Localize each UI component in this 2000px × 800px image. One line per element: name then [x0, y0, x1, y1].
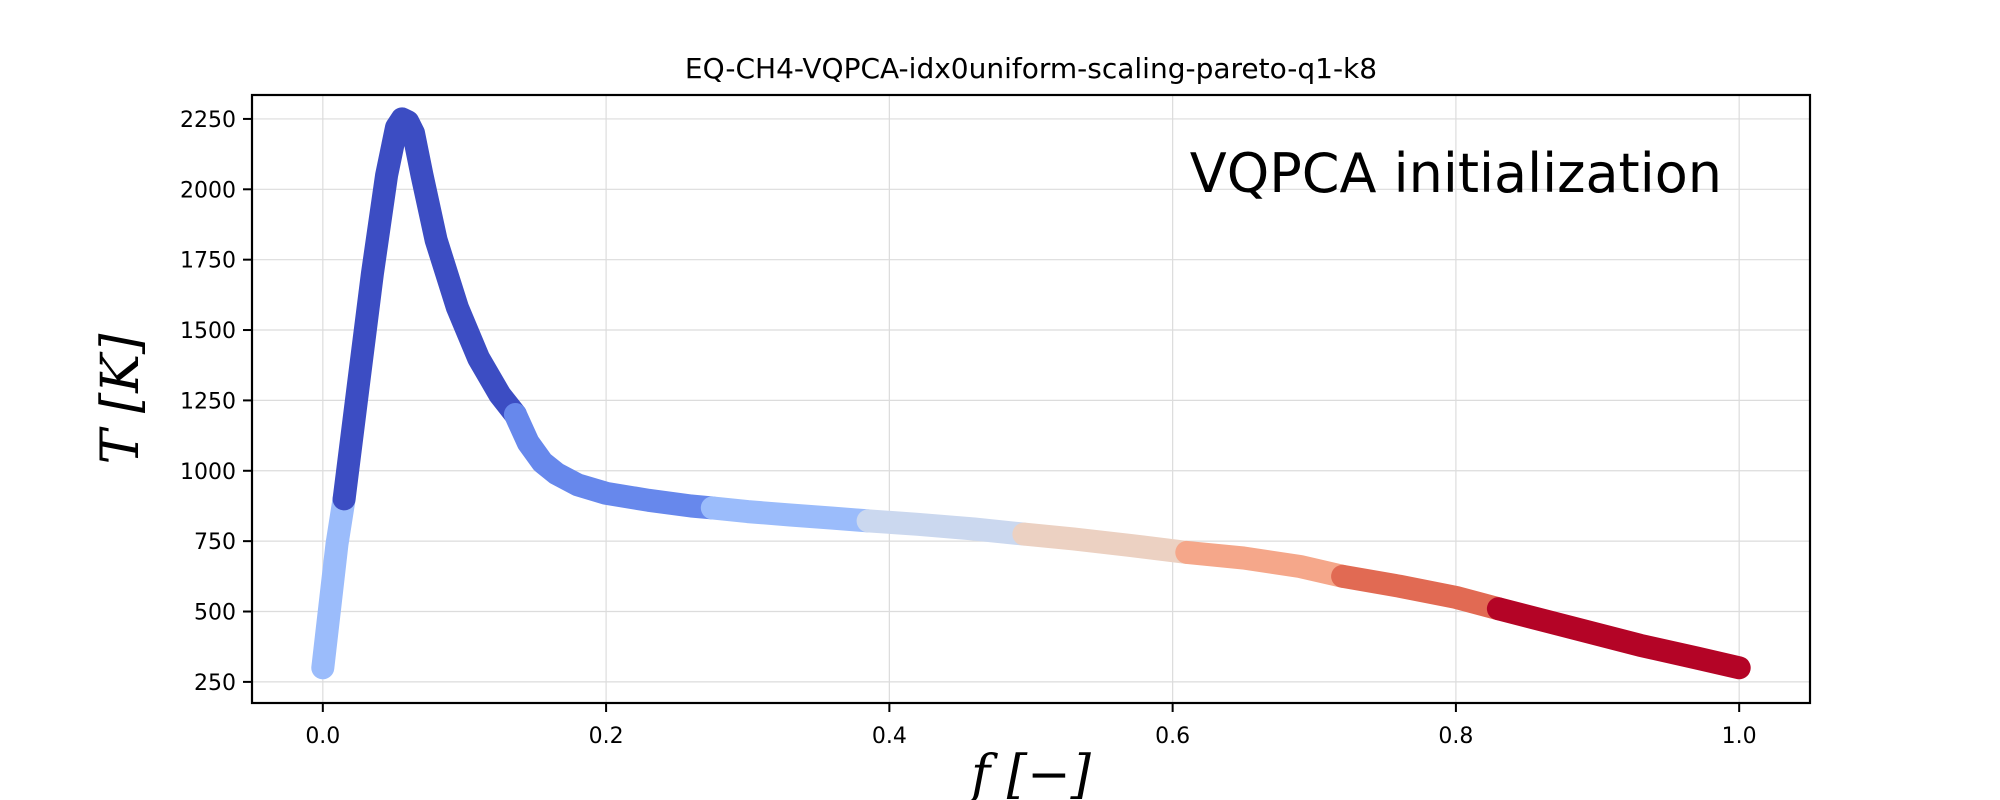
x-axis-ticks: 0.0 0.2 0.4 0.6 0.8 1.0	[305, 703, 1757, 749]
y-tick-label: 1750	[180, 249, 236, 274]
x-tick-label: 0.8	[1438, 724, 1473, 749]
series-line-cluster-3	[503, 403, 724, 520]
series-line-cluster-6	[1012, 522, 1199, 564]
series-layer	[311, 107, 1751, 680]
x-axis-label: f [−]	[967, 745, 1092, 800]
y-tick-label: 250	[194, 671, 236, 696]
y-axis-ticks: 250 500 750 1000 1250 1500 1750 2000 2250	[180, 108, 252, 696]
series-line-cluster-2	[332, 107, 527, 511]
y-tick-label: 1250	[180, 389, 236, 414]
x-tick-label: 0.0	[305, 724, 340, 749]
series-line-cluster-1	[311, 487, 356, 680]
y-tick-label: 2250	[180, 108, 236, 133]
x-tick-label: 0.4	[872, 724, 907, 749]
series-line-cluster-5	[856, 509, 1036, 546]
x-tick-label: 1.0	[1722, 724, 1757, 749]
y-tick-label: 1000	[180, 460, 236, 485]
plot-frame	[250, 93, 1812, 705]
series-line-cluster-8	[1331, 564, 1510, 621]
plot-annotation: VQPCA initialization	[1190, 142, 1722, 205]
series-line-cluster-9	[1486, 597, 1751, 680]
x-tick-label: 0.2	[589, 724, 624, 749]
series-line-cluster-7	[1175, 540, 1355, 588]
y-tick-label: 1500	[180, 319, 236, 344]
y-tick-label: 750	[194, 530, 236, 555]
y-tick-label: 500	[194, 601, 236, 626]
y-tick-label: 2000	[180, 178, 236, 203]
x-tick-label: 0.6	[1155, 724, 1190, 749]
y-axis-label: T [K]	[91, 333, 151, 464]
chart-title: EQ-CH4-VQPCA-idx0uniform-scaling-pareto-…	[685, 52, 1377, 85]
series-line-cluster-4	[700, 496, 880, 533]
